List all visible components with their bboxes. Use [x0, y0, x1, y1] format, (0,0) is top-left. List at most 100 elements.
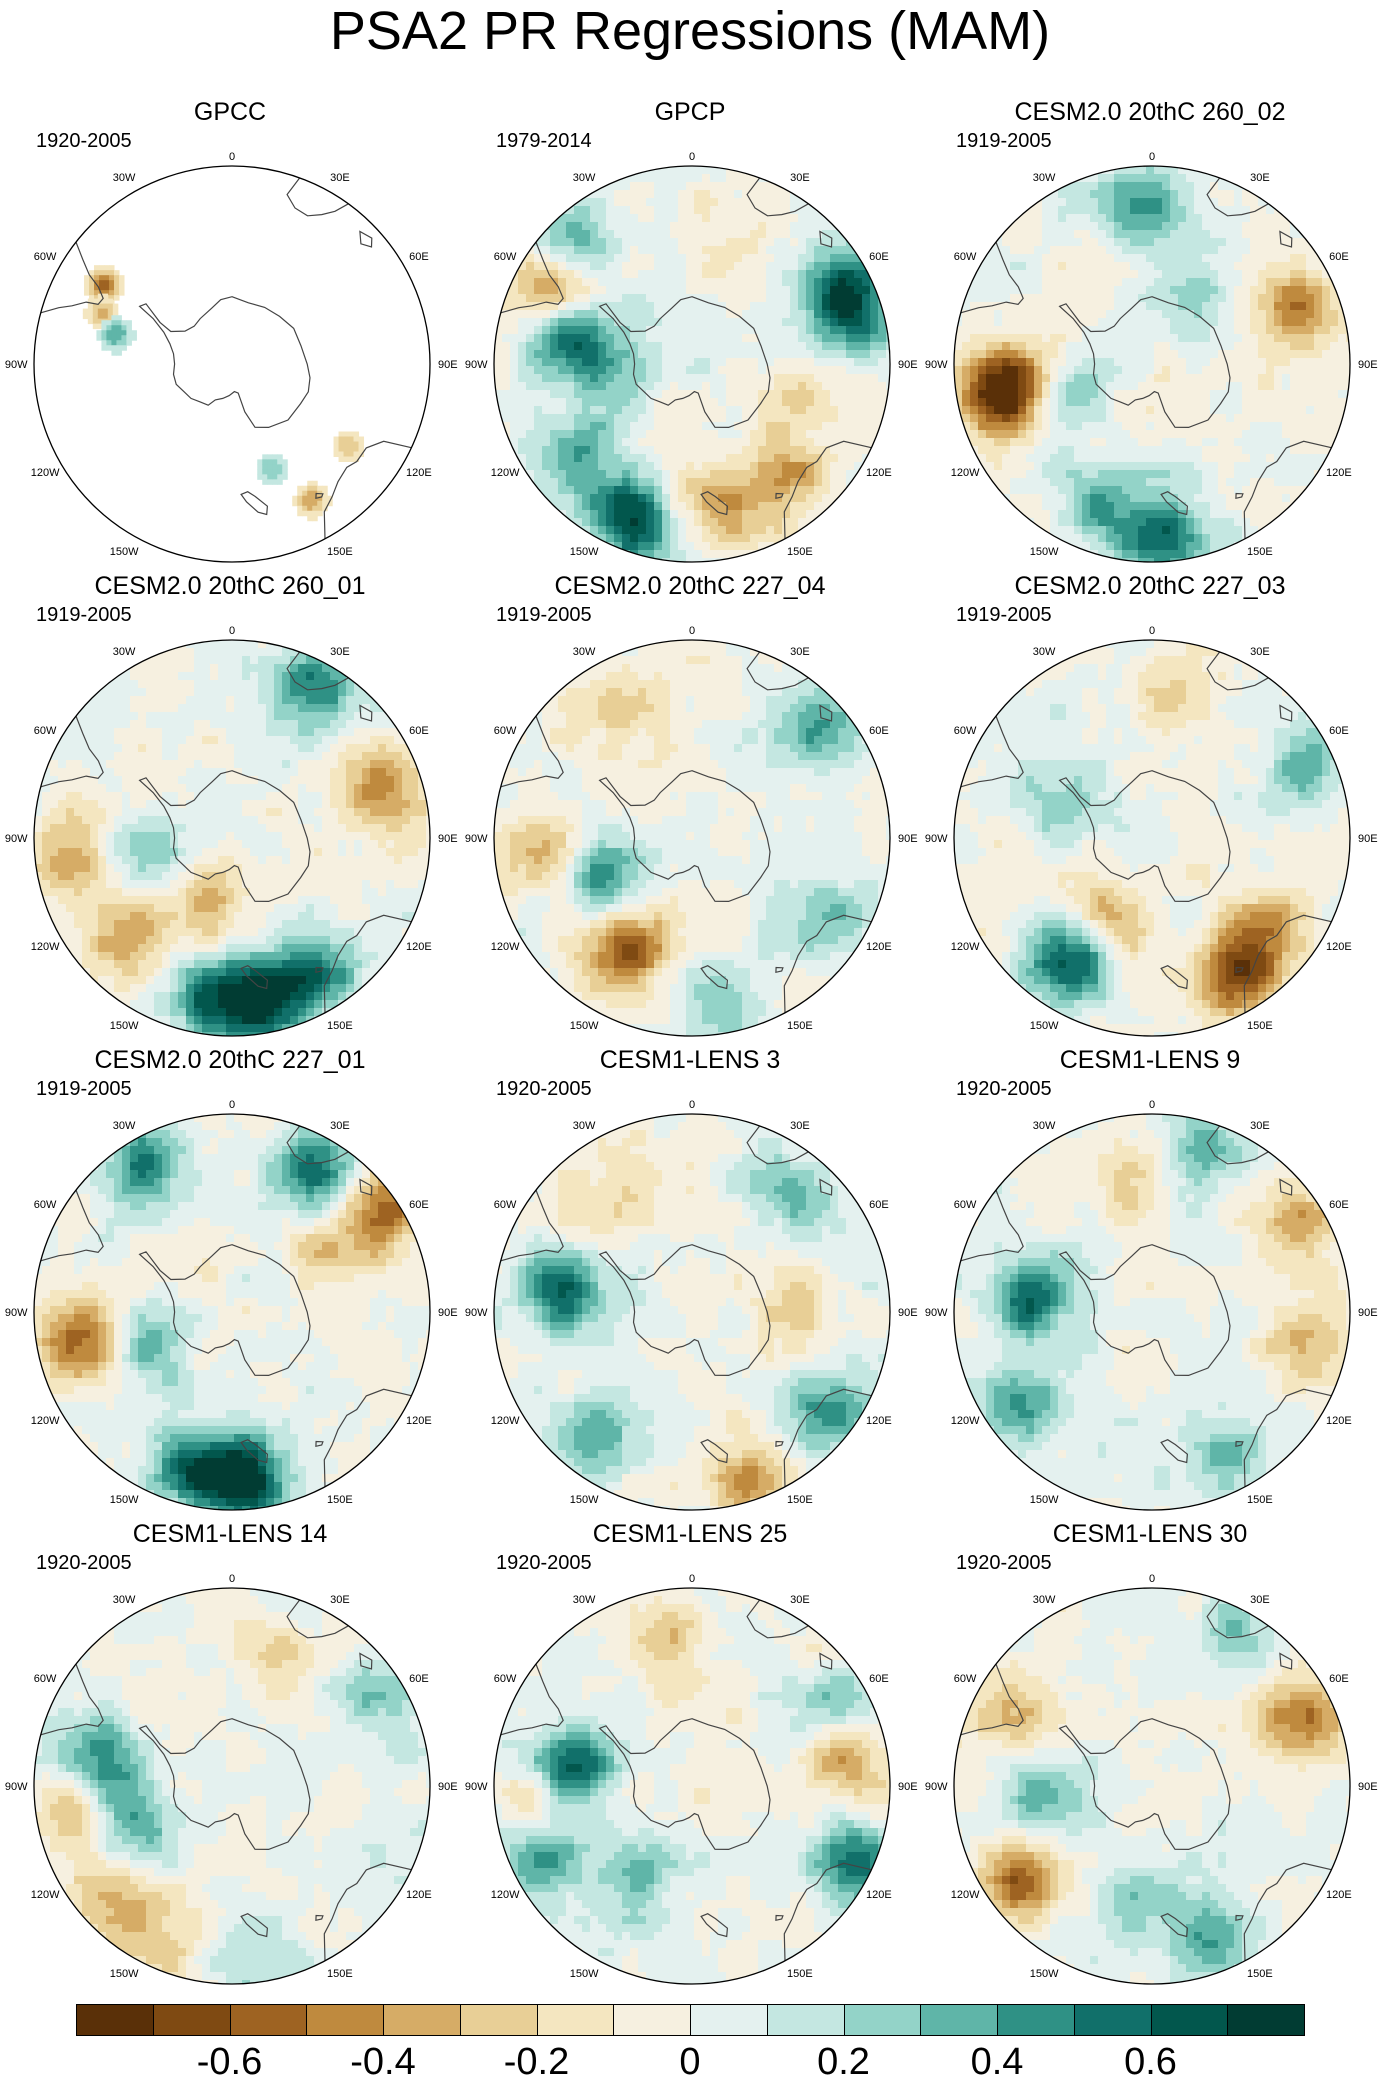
field-cell	[1026, 262, 1035, 271]
field-cell	[1226, 550, 1235, 559]
field-cell	[1210, 270, 1219, 279]
field-cell	[1066, 462, 1075, 471]
field-cell	[622, 542, 631, 551]
field-cell	[766, 342, 775, 351]
field-cell	[1306, 366, 1315, 375]
field-cell	[1250, 446, 1259, 455]
field-cell	[750, 302, 759, 311]
field-cell	[1266, 526, 1275, 535]
field-cell	[74, 848, 83, 857]
field-cell	[1050, 390, 1059, 399]
field-cell	[1106, 422, 1115, 431]
field-cell	[98, 776, 107, 785]
field-cell	[1226, 214, 1235, 223]
field-cell	[50, 880, 59, 889]
field-cell	[518, 270, 527, 279]
field-cell	[654, 398, 663, 407]
field-cell	[1010, 254, 1019, 263]
field-cell	[1018, 214, 1027, 223]
field-cell	[726, 270, 735, 279]
field-cell	[1026, 246, 1035, 255]
field-cell	[590, 526, 599, 535]
field-cell	[1234, 254, 1243, 263]
field-cell	[94, 265, 100, 271]
field-cell	[1114, 270, 1123, 279]
field-cell	[66, 784, 75, 793]
field-cell	[978, 278, 987, 287]
field-cell	[694, 206, 703, 215]
field-cell	[1202, 230, 1211, 239]
field-cell	[1114, 222, 1123, 231]
field-cell	[654, 446, 663, 455]
field-cell	[106, 864, 115, 873]
field-cell	[742, 478, 751, 487]
field-cell	[1234, 406, 1243, 415]
field-cell	[1266, 206, 1275, 215]
field-cell	[1098, 550, 1107, 559]
field-cell	[1146, 358, 1155, 367]
field-cell	[854, 414, 863, 423]
field-cell	[846, 398, 855, 407]
field-cell	[694, 478, 703, 487]
field-cell	[766, 358, 775, 367]
field-cell	[1154, 374, 1163, 383]
field-cell	[758, 246, 767, 255]
field-cell	[1202, 454, 1211, 463]
field-cell	[806, 438, 815, 447]
field-cell	[542, 302, 551, 311]
field-cell	[550, 222, 559, 231]
field-cell	[742, 302, 751, 311]
field-cell	[104, 280, 110, 286]
field-cell	[1122, 398, 1131, 407]
field-cell	[1282, 502, 1291, 511]
field-cell	[798, 350, 807, 359]
field-cell	[510, 278, 519, 287]
field-cell	[838, 494, 847, 503]
field-cell	[534, 262, 543, 271]
field-cell	[1242, 342, 1251, 351]
field-cell	[1050, 414, 1059, 423]
field-cell	[1154, 206, 1163, 215]
field-cell	[550, 406, 559, 415]
field-cell	[1042, 446, 1051, 455]
field-cell	[726, 382, 735, 391]
field-cell	[822, 366, 831, 375]
field-cell	[502, 398, 511, 407]
field-cell	[750, 534, 759, 543]
field-cell	[526, 254, 535, 263]
field-cell	[114, 960, 123, 969]
field-cell	[854, 326, 863, 335]
field-cell	[282, 474, 288, 480]
field-cell	[606, 366, 615, 375]
field-cell	[1234, 318, 1243, 327]
field-cell	[814, 366, 823, 375]
field-cell	[1250, 406, 1259, 415]
field-cell	[558, 470, 567, 479]
field-cell	[806, 494, 815, 503]
field-cell	[654, 318, 663, 327]
field-cell	[1066, 494, 1075, 503]
field-cell	[1234, 286, 1243, 295]
field-cell	[782, 390, 791, 399]
field-cell	[598, 414, 607, 423]
field-cell	[1306, 398, 1315, 407]
field-cell	[1002, 326, 1011, 335]
field-cell	[662, 414, 671, 423]
field-cell	[1114, 214, 1123, 223]
field-cell	[1178, 286, 1187, 295]
field-cell	[1082, 166, 1091, 175]
field-cell	[1234, 310, 1243, 319]
field-cell	[307, 500, 313, 507]
field-cell	[1114, 166, 1123, 175]
field-cell	[494, 326, 503, 335]
field-cell	[798, 326, 807, 335]
field-cell	[1122, 174, 1131, 183]
field-cell	[670, 198, 679, 207]
field-cell	[518, 318, 527, 327]
field-cell	[1170, 182, 1179, 191]
field-cell	[1274, 358, 1283, 367]
field-cell	[718, 390, 727, 399]
field-cell	[994, 446, 1003, 455]
field-cell	[1082, 302, 1091, 311]
field-cell	[1050, 510, 1059, 519]
